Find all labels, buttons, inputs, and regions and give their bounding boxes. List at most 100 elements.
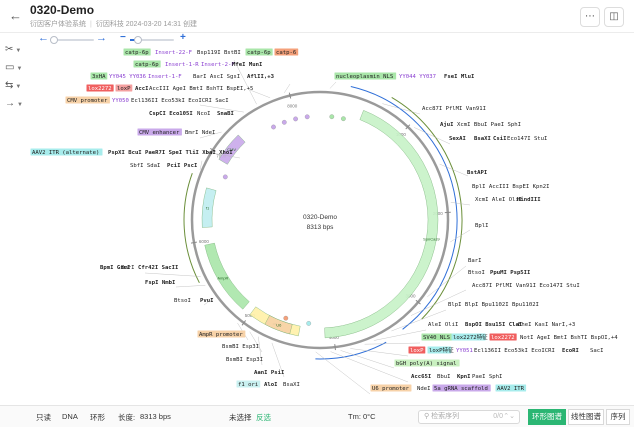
map-label[interactable]: BarI AscI SgsI <box>193 74 240 80</box>
zoom-slider-knob[interactable] <box>134 36 142 44</box>
map-label[interactable]: PciI PscI <box>167 163 197 169</box>
map-label[interactable]: AjuI <box>440 121 453 128</box>
map-label[interactable]: PspXI BcuI PaeR7I SpeI TliI XbaI XhoI <box>108 150 233 156</box>
map-label[interactable]: loxP <box>115 84 133 93</box>
rotate-right-icon[interactable]: → <box>96 32 107 44</box>
map-label[interactable]: SexAI <box>449 136 466 142</box>
site-marker[interactable] <box>341 116 346 122</box>
site-marker[interactable] <box>293 116 298 122</box>
map-label[interactable]: BsmBI Esp3I <box>222 344 259 350</box>
back-icon[interactable]: ← <box>9 8 22 23</box>
map-label[interactable]: AAV2 ITR (alternate) <box>30 148 103 157</box>
map-label[interactable]: lox2272 <box>86 84 114 93</box>
map-label[interactable]: Insert-2-F <box>201 62 235 68</box>
map-label[interactable]: KpnI <box>457 374 470 380</box>
rotation-slider-knob[interactable] <box>50 36 58 44</box>
map-label[interactable]: FspI NmbI <box>145 280 175 286</box>
map-label[interactable]: MfeI MunI <box>232 62 262 68</box>
map-label[interactable]: HindIII <box>517 197 541 203</box>
site-marker[interactable] <box>304 114 310 120</box>
rotate-left-icon[interactable]: ← <box>38 32 49 44</box>
map-label[interactable]: AccI <box>135 86 148 92</box>
map-label[interactable]: AAV2 ITR <box>495 384 527 393</box>
map-label[interactable]: CspCI Eco105I <box>149 111 193 117</box>
feature-spncas9[interactable] <box>324 110 439 339</box>
invert-selection-link[interactable]: 反选 <box>256 413 271 422</box>
cut-tool-button[interactable]: ✂ ▼ <box>5 42 29 58</box>
map-label[interactable]: Ecl136II Eco53kI EcoICRI <box>474 348 555 354</box>
site-marker[interactable] <box>306 321 312 326</box>
map-label[interactable]: AflII,+3 <box>247 74 274 80</box>
map-label[interactable]: lox2272特征 <box>451 333 489 341</box>
site-marker[interactable] <box>283 315 289 321</box>
map-label[interactable]: YY044 YY037 <box>399 74 436 80</box>
search-input[interactable]: ⚲ 检索序列 0/0 ⌃⌄ <box>418 410 520 424</box>
map-label[interactable]: BpmI GsuI <box>100 265 130 271</box>
map-label[interactable]: Insert-22-F <box>155 50 193 56</box>
search-nav-icon[interactable]: ⌃⌄ <box>503 413 515 420</box>
map-label[interactable]: YY045 YY036 <box>109 74 146 80</box>
map-label[interactable]: lox2272 <box>489 333 517 342</box>
map-label[interactable]: SbfI SdaI <box>130 163 160 169</box>
map-label[interactable]: loxP特征 <box>427 346 455 354</box>
map-label[interactable]: Acc87I PflMI Van91I Eco147I StuI <box>472 283 580 289</box>
more-button[interactable]: ⋯ <box>580 7 600 27</box>
map-label[interactable]: FseI MluI <box>444 74 474 80</box>
feature-ampr[interactable] <box>204 242 250 310</box>
map-label[interactable]: BmrI NdeI <box>185 130 215 136</box>
map-label[interactable]: BtsoI <box>468 270 485 276</box>
rotation-slider[interactable] <box>50 36 94 44</box>
view-circular-button[interactable]: 环形图谱 <box>528 409 566 425</box>
zoom-out-icon[interactable]: − <box>120 32 126 43</box>
map-label[interactable]: Insert-1-F <box>148 74 182 80</box>
map-label[interactable]: Acc87I PflMI Van91I <box>422 106 486 112</box>
map-label[interactable]: YY050 <box>112 98 129 104</box>
map-label[interactable]: 5a gRNA scaffold <box>432 384 491 393</box>
map-label[interactable]: BsaXI <box>474 136 491 142</box>
tag-tool-button[interactable]: ▭ ▼ <box>5 60 29 76</box>
zoom-slider[interactable] <box>130 36 174 44</box>
map-label[interactable]: SnaBI <box>217 111 234 117</box>
map-label[interactable]: catp-6p <box>123 48 151 57</box>
map-label[interactable]: XcmI BbuI PaeI SphI <box>457 122 521 128</box>
map-label[interactable]: AanI PsiI <box>254 370 284 376</box>
map-label[interactable]: YY051 <box>456 348 473 354</box>
map-label[interactable]: AmpR promoter <box>197 330 246 339</box>
feature-u6[interactable] <box>264 315 293 335</box>
feature-f1[interactable] <box>201 187 217 228</box>
map-label[interactable]: AccIII AgeI BmtI BshTI BspEI,+5 <box>149 86 253 92</box>
zoom-in-icon[interactable]: + <box>180 32 186 43</box>
map-label[interactable]: catp-6p <box>245 48 273 57</box>
map-label[interactable]: NdeI <box>417 386 430 392</box>
map-label[interactable]: NotI AgeI BmtI BshTI BspOI,+4 <box>520 335 618 341</box>
map-label[interactable]: EcoRI <box>562 348 579 354</box>
map-label[interactable]: nucleoplasmin NLS <box>334 72 397 81</box>
map-label[interactable]: Acc65I <box>411 374 431 380</box>
map-label[interactable]: Insert-1-R <box>165 62 199 68</box>
map-label[interactable]: SV40 NLS <box>421 333 453 342</box>
map-label[interactable]: NcoI <box>197 111 210 117</box>
map-label[interactable]: BstAPI <box>467 170 487 176</box>
site-marker[interactable] <box>271 124 276 130</box>
map-label[interactable]: BplI <box>475 223 488 229</box>
map-label[interactable]: BlpI BlpI Bpu1102I Bpu1102I <box>448 302 539 308</box>
map-label[interactable]: CMV enhancer <box>137 128 182 137</box>
site-marker[interactable] <box>329 114 335 120</box>
map-label[interactable]: U6 promoter <box>370 384 412 393</box>
map-label[interactable]: PpuMI Psp5II <box>490 270 530 276</box>
map-label[interactable]: BsaXI <box>283 382 300 388</box>
forward-tool-button[interactable]: → ▼ <box>5 96 29 112</box>
site-marker[interactable] <box>222 174 228 180</box>
map-label[interactable]: CsiI <box>493 136 506 142</box>
map-label[interactable]: BarI <box>468 258 481 264</box>
map-label[interactable]: bGH poly(A) signal <box>394 359 460 368</box>
map-label[interactable]: Cfr42I SacII <box>138 265 178 271</box>
swap-tool-button[interactable]: ⇆ ▼ <box>5 78 29 94</box>
map-label[interactable]: BspOI Bsu15I ClaI <box>465 322 522 328</box>
map-label[interactable]: Bsp119I BstBI <box>197 50 241 56</box>
map-label[interactable]: 3xHA <box>90 72 108 81</box>
map-label[interactable]: loxP <box>408 346 426 355</box>
view-linear-button[interactable]: 线性图谱 <box>568 409 604 425</box>
map-label[interactable]: catp-6p <box>133 60 161 69</box>
